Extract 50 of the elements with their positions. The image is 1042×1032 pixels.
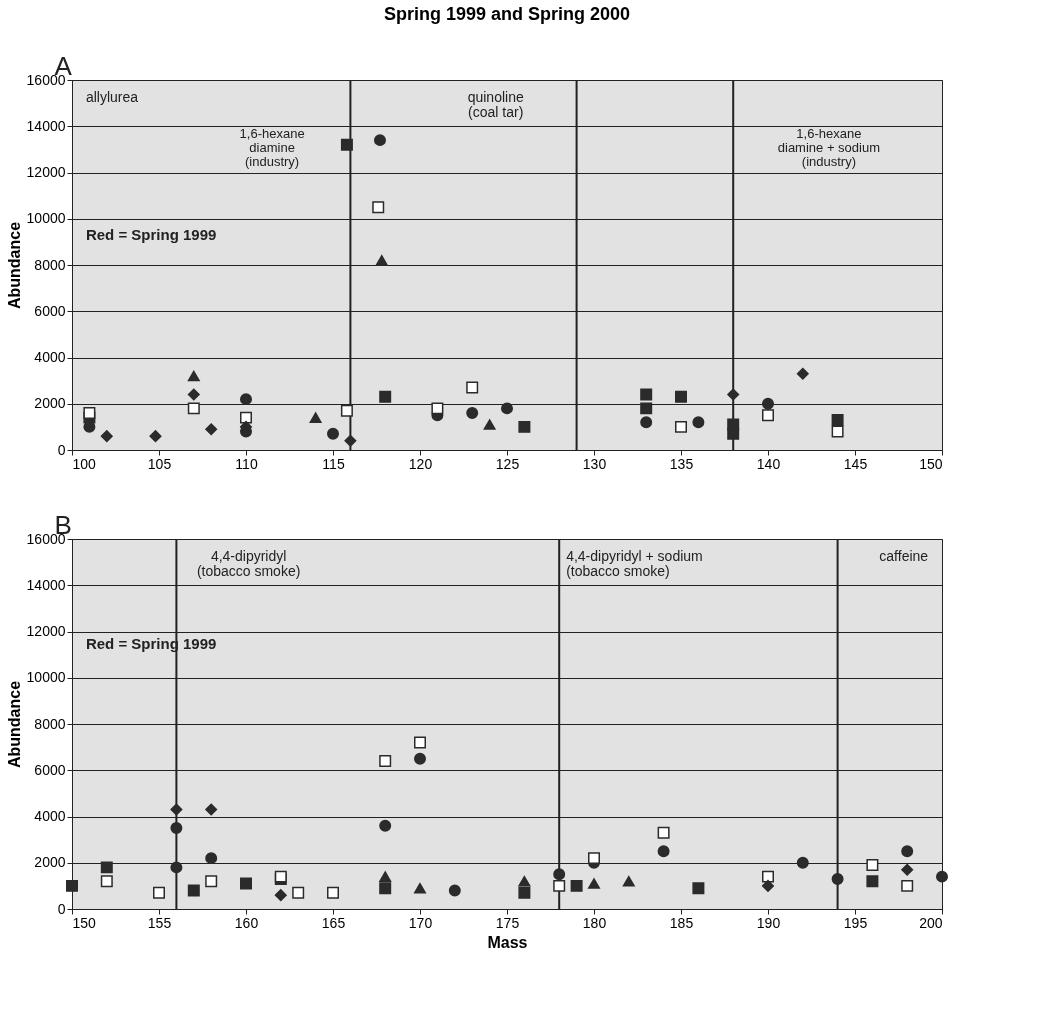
annotation: 1,6-hexane diamine + sodium (industry) <box>777 126 881 170</box>
y-tick-label: 14000 <box>26 576 66 593</box>
x-tick-label: 105 <box>147 455 172 472</box>
x-tick-label: 115 <box>322 455 345 472</box>
x-tick-label: 130 <box>582 455 607 472</box>
x-tick-label: 175 <box>495 914 520 931</box>
x-tick-label: 135 <box>669 455 694 472</box>
annotation: 4,4-dipyridyl (tobacco smoke) <box>196 548 301 580</box>
y-tick-label: 8000 <box>34 256 66 273</box>
annotation: allylurea <box>85 89 139 106</box>
y-tick-label: 14000 <box>26 117 66 134</box>
x-tick-label: 150 <box>919 455 943 472</box>
y-tick-label: 0 <box>57 900 66 917</box>
x-tick-label: 120 <box>408 455 433 472</box>
y-tick-label: 2000 <box>34 854 66 871</box>
annotation: Red = Spring 1999 <box>85 226 217 243</box>
y-tick-label: 12000 <box>26 164 66 180</box>
x-tick-label: 165 <box>321 914 346 931</box>
y-tick-label: 10000 <box>26 669 66 686</box>
x-tick-label: 110 <box>235 455 258 472</box>
y-tick-label: 10000 <box>26 210 66 227</box>
x-tick-label: 140 <box>756 455 781 472</box>
x-tick-label: 185 <box>669 914 694 931</box>
x-axis-title: Mass <box>487 933 528 951</box>
annotation: caffeine <box>879 548 929 565</box>
x-tick-label: 155 <box>147 914 172 931</box>
x-tick-label: 125 <box>495 455 520 472</box>
x-tick-label: 170 <box>408 914 433 931</box>
annotation: 4,4-dipyridyl + sodium (tobacco smoke) <box>566 548 703 580</box>
x-tick-label: 200 <box>919 914 943 931</box>
y-axis-title: Abundance <box>5 221 23 310</box>
y-tick-label: 6000 <box>34 761 66 778</box>
y-axis-title: Abundance <box>5 680 23 769</box>
y-tick-label: 4000 <box>34 808 66 824</box>
x-tick-label: 180 <box>582 914 607 931</box>
x-tick-label: 195 <box>843 914 868 931</box>
x-tick-label: 150 <box>72 914 97 931</box>
y-tick-label: 12000 <box>26 623 66 639</box>
y-tick-label: 2000 <box>34 395 66 412</box>
y-tick-label: 6000 <box>34 302 66 319</box>
y-tick-label: 8000 <box>34 715 66 732</box>
annotation: quinoline (coal tar) <box>467 89 524 121</box>
x-tick-label: 190 <box>756 914 781 931</box>
x-tick-label: 100 <box>72 455 97 472</box>
x-tick-label: 145 <box>843 455 868 472</box>
annotation: 1,6-hexane diamine (industry) <box>239 126 305 170</box>
y-tick-label: 4000 <box>34 349 66 365</box>
chart-title: Spring 1999 and Spring 2000 <box>383 4 631 25</box>
x-tick-label: 160 <box>234 914 259 931</box>
y-tick-label: 0 <box>57 441 66 458</box>
